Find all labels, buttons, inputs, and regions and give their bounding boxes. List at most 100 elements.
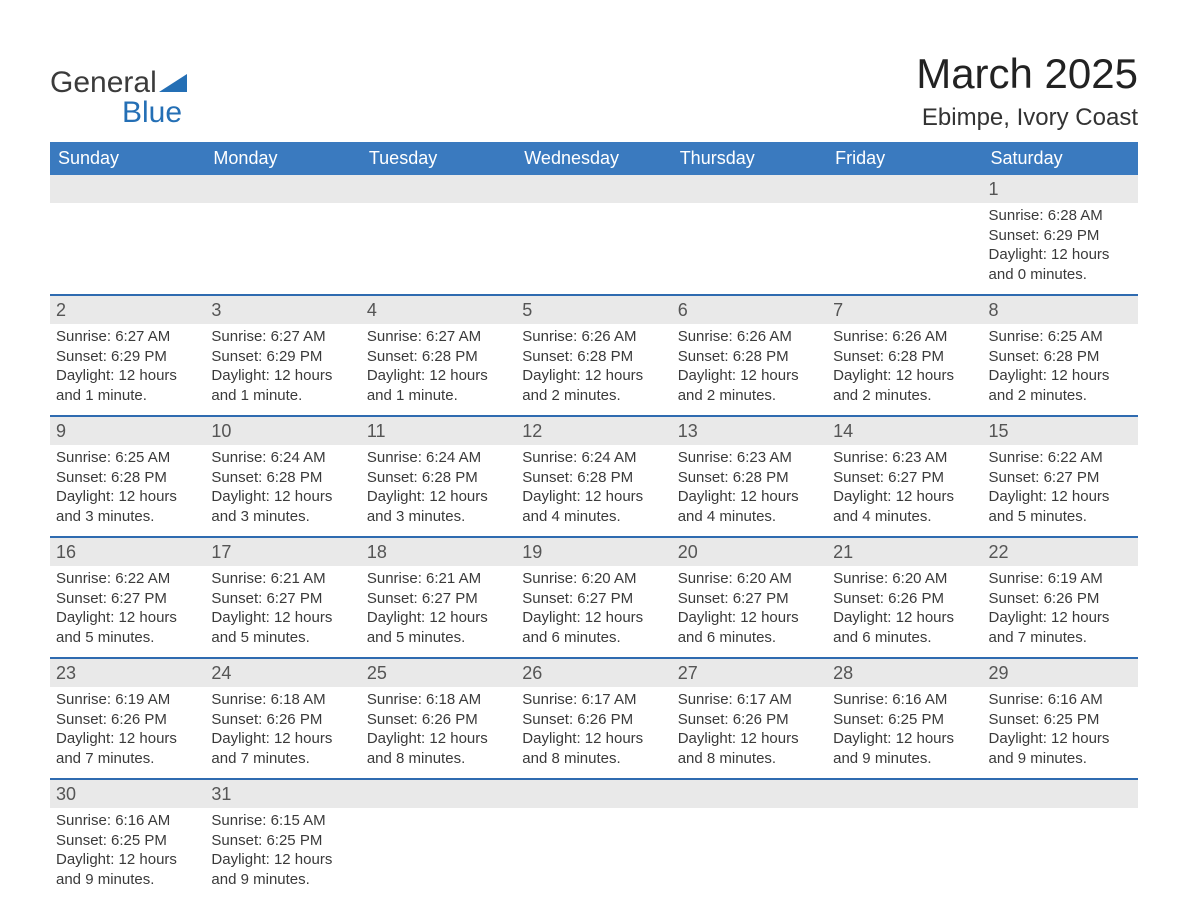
daynum-row: 2 3 4 5 6 7 8 xyxy=(50,295,1138,324)
day-number: 3 xyxy=(205,295,360,324)
info-row: Sunrise: 6:25 AM Sunset: 6:28 PM Dayligh… xyxy=(50,445,1138,537)
day-number: 22 xyxy=(983,537,1138,566)
day-info xyxy=(672,808,827,899)
day-number: 20 xyxy=(672,537,827,566)
day-number: 6 xyxy=(672,295,827,324)
day-info xyxy=(361,808,516,899)
day-info: Sunrise: 6:26 AM Sunset: 6:28 PM Dayligh… xyxy=(672,324,827,416)
day-number xyxy=(516,175,671,203)
calendar-table: Sunday Monday Tuesday Wednesday Thursday… xyxy=(50,142,1138,899)
day-number: 4 xyxy=(361,295,516,324)
day-number: 13 xyxy=(672,416,827,445)
day-info: Sunrise: 6:22 AM Sunset: 6:27 PM Dayligh… xyxy=(983,445,1138,537)
day-number: 1 xyxy=(983,175,1138,203)
day-number: 15 xyxy=(983,416,1138,445)
daynum-row: 23 24 25 26 27 28 29 xyxy=(50,658,1138,687)
day-info: Sunrise: 6:26 AM Sunset: 6:28 PM Dayligh… xyxy=(516,324,671,416)
day-info: Sunrise: 6:24 AM Sunset: 6:28 PM Dayligh… xyxy=(205,445,360,537)
title-block: March 2025 Ebimpe, Ivory Coast xyxy=(916,50,1138,132)
day-number: 5 xyxy=(516,295,671,324)
day-info: Sunrise: 6:17 AM Sunset: 6:26 PM Dayligh… xyxy=(672,687,827,779)
logo: General Blue xyxy=(50,68,187,128)
day-info: Sunrise: 6:27 AM Sunset: 6:28 PM Dayligh… xyxy=(361,324,516,416)
weekday-header-row: Sunday Monday Tuesday Wednesday Thursday… xyxy=(50,142,1138,175)
day-info xyxy=(361,203,516,295)
day-info xyxy=(516,808,671,899)
daynum-row: 1 xyxy=(50,175,1138,203)
day-info: Sunrise: 6:21 AM Sunset: 6:27 PM Dayligh… xyxy=(361,566,516,658)
day-number: 28 xyxy=(827,658,982,687)
day-info: Sunrise: 6:27 AM Sunset: 6:29 PM Dayligh… xyxy=(50,324,205,416)
info-row: Sunrise: 6:22 AM Sunset: 6:27 PM Dayligh… xyxy=(50,566,1138,658)
day-info xyxy=(983,808,1138,899)
info-row: Sunrise: 6:27 AM Sunset: 6:29 PM Dayligh… xyxy=(50,324,1138,416)
weekday-header: Saturday xyxy=(983,142,1138,175)
day-number: 8 xyxy=(983,295,1138,324)
day-number: 18 xyxy=(361,537,516,566)
day-info xyxy=(50,203,205,295)
day-info: Sunrise: 6:17 AM Sunset: 6:26 PM Dayligh… xyxy=(516,687,671,779)
logo-triangle-icon xyxy=(159,68,187,98)
info-row: Sunrise: 6:19 AM Sunset: 6:26 PM Dayligh… xyxy=(50,687,1138,779)
day-info: Sunrise: 6:15 AM Sunset: 6:25 PM Dayligh… xyxy=(205,808,360,899)
day-number: 10 xyxy=(205,416,360,445)
logo-word-2: Blue xyxy=(122,98,182,128)
day-info: Sunrise: 6:18 AM Sunset: 6:26 PM Dayligh… xyxy=(361,687,516,779)
day-info: Sunrise: 6:26 AM Sunset: 6:28 PM Dayligh… xyxy=(827,324,982,416)
day-number: 12 xyxy=(516,416,671,445)
day-number xyxy=(827,779,982,808)
day-info xyxy=(516,203,671,295)
day-number xyxy=(516,779,671,808)
day-info xyxy=(827,808,982,899)
day-number: 7 xyxy=(827,295,982,324)
day-number: 19 xyxy=(516,537,671,566)
day-info: Sunrise: 6:21 AM Sunset: 6:27 PM Dayligh… xyxy=(205,566,360,658)
day-number: 31 xyxy=(205,779,360,808)
day-number: 27 xyxy=(672,658,827,687)
daynum-row: 9 10 11 12 13 14 15 xyxy=(50,416,1138,445)
day-info xyxy=(672,203,827,295)
logo-text: General Blue xyxy=(50,68,187,128)
daynum-row: 30 31 xyxy=(50,779,1138,808)
weekday-header: Thursday xyxy=(672,142,827,175)
weekday-header: Wednesday xyxy=(516,142,671,175)
month-title: March 2025 xyxy=(916,50,1138,98)
day-number: 17 xyxy=(205,537,360,566)
location: Ebimpe, Ivory Coast xyxy=(916,104,1138,132)
day-info: Sunrise: 6:16 AM Sunset: 6:25 PM Dayligh… xyxy=(827,687,982,779)
day-number xyxy=(50,175,205,203)
day-info: Sunrise: 6:16 AM Sunset: 6:25 PM Dayligh… xyxy=(983,687,1138,779)
day-info: Sunrise: 6:25 AM Sunset: 6:28 PM Dayligh… xyxy=(50,445,205,537)
day-number: 25 xyxy=(361,658,516,687)
day-info: Sunrise: 6:22 AM Sunset: 6:27 PM Dayligh… xyxy=(50,566,205,658)
day-info: Sunrise: 6:19 AM Sunset: 6:26 PM Dayligh… xyxy=(50,687,205,779)
daynum-row: 16 17 18 19 20 21 22 xyxy=(50,537,1138,566)
day-info: Sunrise: 6:19 AM Sunset: 6:26 PM Dayligh… xyxy=(983,566,1138,658)
day-number: 11 xyxy=(361,416,516,445)
day-info xyxy=(827,203,982,295)
day-number xyxy=(361,175,516,203)
calendar-body: 1 Sunrise: 6:28 AM Sunset: 6:29 PM Dayli… xyxy=(50,175,1138,899)
page-header: General Blue March 2025 Ebimpe, Ivory Co… xyxy=(50,50,1138,132)
day-number: 21 xyxy=(827,537,982,566)
day-info: Sunrise: 6:20 AM Sunset: 6:27 PM Dayligh… xyxy=(516,566,671,658)
day-number xyxy=(205,175,360,203)
day-info: Sunrise: 6:23 AM Sunset: 6:28 PM Dayligh… xyxy=(672,445,827,537)
day-number: 24 xyxy=(205,658,360,687)
day-number: 26 xyxy=(516,658,671,687)
day-number xyxy=(672,779,827,808)
day-info: Sunrise: 6:24 AM Sunset: 6:28 PM Dayligh… xyxy=(361,445,516,537)
day-number: 29 xyxy=(983,658,1138,687)
weekday-header: Monday xyxy=(205,142,360,175)
day-number xyxy=(672,175,827,203)
day-info xyxy=(205,203,360,295)
day-number: 16 xyxy=(50,537,205,566)
day-info: Sunrise: 6:28 AM Sunset: 6:29 PM Dayligh… xyxy=(983,203,1138,295)
day-info: Sunrise: 6:27 AM Sunset: 6:29 PM Dayligh… xyxy=(205,324,360,416)
logo-word-1: General xyxy=(50,66,157,99)
day-info: Sunrise: 6:20 AM Sunset: 6:27 PM Dayligh… xyxy=(672,566,827,658)
day-number: 9 xyxy=(50,416,205,445)
day-info: Sunrise: 6:20 AM Sunset: 6:26 PM Dayligh… xyxy=(827,566,982,658)
weekday-header: Friday xyxy=(827,142,982,175)
day-number: 2 xyxy=(50,295,205,324)
